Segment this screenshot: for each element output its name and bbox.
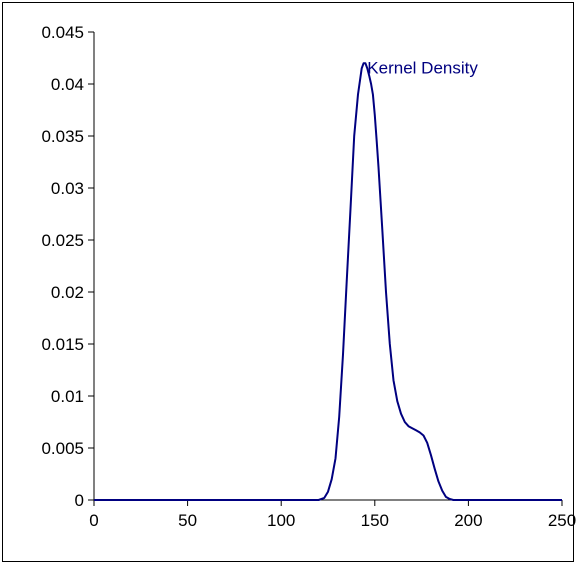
x-tick-label: 150 xyxy=(361,511,389,530)
y-tick-label: 0.045 xyxy=(41,23,84,42)
series-group xyxy=(94,62,562,501)
y-tick-label: 0.04 xyxy=(51,75,84,94)
x-tick-label: 0 xyxy=(89,511,98,530)
x-tick-label: 100 xyxy=(267,511,295,530)
x-tick-label: 200 xyxy=(454,511,482,530)
kernel-density-series-line xyxy=(94,62,562,501)
y-tick-label: 0.005 xyxy=(41,439,84,458)
y-tick-labels: 0 0.005 0.01 0.015 0.02 0.025 0.03 0.035 0.04 0.0… xyxy=(41,23,84,510)
y-tick-label: 0.025 xyxy=(41,231,84,250)
kernel-density-label: Kernel Density xyxy=(367,59,478,78)
x-tick-labels: 0 50 100 150 200 250 xyxy=(89,511,576,530)
y-tick-label: 0.02 xyxy=(51,283,84,302)
x-tick-label: 250 xyxy=(548,511,576,530)
y-tick-label: 0.035 xyxy=(41,127,84,146)
annotation-group: Kernel Density xyxy=(367,59,478,78)
y-tick-label: 0.015 xyxy=(41,335,84,354)
y-tick-label: 0.03 xyxy=(51,179,84,198)
y-tick-label: 0 xyxy=(75,491,84,510)
axes xyxy=(88,31,563,506)
x-tick-label: 50 xyxy=(178,511,197,530)
y-tick-label: 0.01 xyxy=(51,387,84,406)
